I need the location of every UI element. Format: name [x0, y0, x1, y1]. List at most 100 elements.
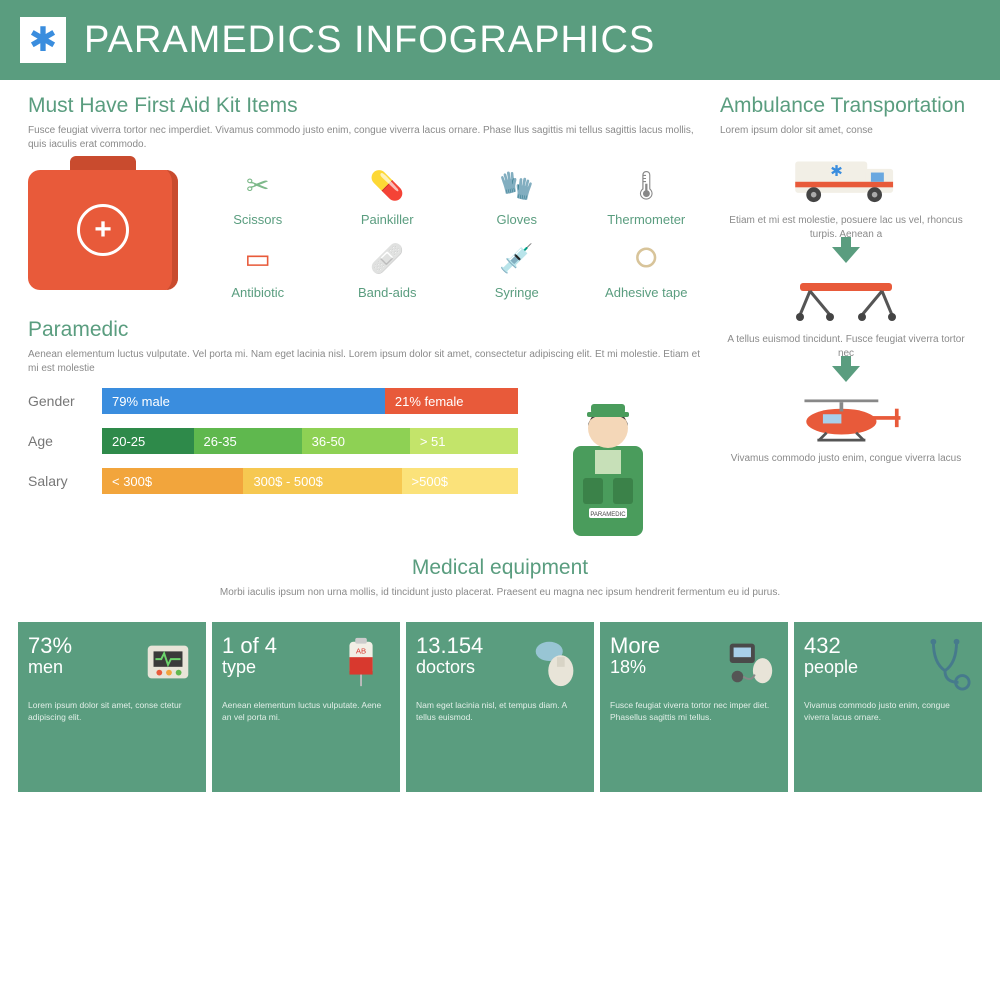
bar-row: Gender 79% male21% female	[28, 388, 518, 414]
antibiotic-icon: ▭	[237, 237, 279, 279]
item-label: Painkiller	[361, 212, 414, 227]
item-label: Syringe	[495, 285, 539, 300]
cross-icon: +	[77, 204, 129, 256]
firstaid-items-grid: ✂ Scissors 💊 Painkiller 🧤 Gloves 🌡 Therm…	[196, 164, 708, 300]
bp-icon	[722, 634, 778, 690]
ambulance-title: Ambulance Transportation	[720, 94, 972, 118]
item-label: Gloves	[497, 212, 537, 227]
equipment-card: 1 of 4 type AB Aenean elementum luctus v…	[212, 622, 400, 792]
ambulance-step-caption: Vivamus commodo justo enim, congue viver…	[725, 452, 967, 466]
ambulance-step: ✱ Etiam et mi est molestie, posuere lac …	[720, 150, 972, 241]
equipment-stat-sub: 18%	[610, 657, 660, 678]
blood-icon: AB	[334, 634, 390, 690]
equipment-stat-sub: doctors	[416, 657, 483, 678]
equipment-card-lorem: Fusce feugiat viverra tortor nec imper d…	[610, 700, 778, 724]
defib-icon	[140, 634, 196, 690]
ambulance-step: A tellus euismod tincidunt. Fusce feugia…	[720, 269, 972, 360]
scissors-icon: ✂	[237, 164, 279, 206]
equipment-card: More 18% Fusce feugiat viverra tortor ne…	[600, 622, 788, 792]
bar-label: Age	[28, 433, 86, 449]
equipment-card: 73% men Lorem ipsum dolor sit amet, cons…	[18, 622, 206, 792]
firstaid-item: 🩹 Band-aids	[326, 237, 450, 300]
ambulance-lorem: Lorem ipsum dolor sit amet, conse	[720, 124, 972, 138]
bar-segment: 79% male	[102, 388, 385, 414]
firstaid-item: ▭ Antibiotic	[196, 237, 320, 300]
equipment-card-lorem: Nam eget lacinia nisl, et tempus diam. A…	[416, 700, 584, 724]
arrow-down-icon	[832, 247, 860, 263]
ambulance-step: Vivamus commodo justo enim, congue viver…	[720, 388, 972, 466]
equipment-stat-sub: type	[222, 657, 277, 678]
svg-text:✱: ✱	[830, 164, 842, 180]
bar-label: Salary	[28, 473, 86, 489]
bar-track: < 300$300$ - 500$>500$	[102, 468, 518, 494]
painkiller-icon: 💊	[366, 164, 408, 206]
equipment-cards-row: 73% men Lorem ipsum dolor sit amet, cons…	[0, 612, 1000, 792]
firstaid-item: ⭘ Adhesive tape	[585, 237, 709, 300]
firstaid-title: Must Have First Aid Kit Items	[28, 94, 708, 118]
bar-label: Gender	[28, 393, 86, 409]
equipment-title: Medical equipment	[28, 556, 972, 580]
stetho-icon	[916, 634, 972, 690]
stretcher-icon	[786, 269, 906, 327]
bar-segment: 20-25	[102, 428, 194, 454]
bar-segment: 21% female	[385, 388, 518, 414]
bar-segment: >500$	[402, 468, 518, 494]
adhesive tape-icon: ⭘	[625, 237, 667, 279]
equipment-stat: 13.154	[416, 634, 483, 657]
equipment-card: 13.154 doctors Nam eget lacinia nisl, et…	[406, 622, 594, 792]
item-label: Scissors	[233, 212, 282, 227]
mask-icon	[528, 634, 584, 690]
equipment-card: 432 people Vivamus commodo justo enim, c…	[794, 622, 982, 792]
firstaid-kit-icon: +	[28, 170, 178, 290]
equipment-stat: More	[610, 634, 660, 657]
item-label: Adhesive tape	[605, 285, 687, 300]
gloves-icon: 🧤	[496, 164, 538, 206]
paramedic-section: Paramedic Aenean elementum luctus vulput…	[28, 318, 708, 548]
star-of-life-icon: ✱	[20, 17, 66, 63]
firstaid-lorem: Fusce feugiat viverra tortor nec imperdi…	[28, 124, 708, 152]
ambulance-section: Ambulance Transportation Lorem ipsum dol…	[720, 94, 972, 466]
bar-row: Age 20-2526-3536-50> 51	[28, 428, 518, 454]
equipment-stat: 1 of 4	[222, 634, 277, 657]
bar-segment: 26-35	[194, 428, 302, 454]
firstaid-item: ✂ Scissors	[196, 164, 320, 227]
equipment-stat-sub: people	[804, 657, 858, 678]
header: ✱ PARAMEDICS INFOGRAPHICS	[0, 0, 1000, 80]
paramedic-avatar-icon: PARAMEDIC	[538, 388, 678, 548]
svg-text:AB: AB	[356, 646, 366, 655]
firstaid-item: 💉 Syringe	[455, 237, 579, 300]
item-label: Band-aids	[358, 285, 417, 300]
bar-segment: 300$ - 500$	[243, 468, 401, 494]
thermometer-icon: 🌡	[625, 164, 667, 206]
equipment-card-lorem: Vivamus commodo justo enim, congue viver…	[804, 700, 972, 724]
bar-segment: < 300$	[102, 468, 243, 494]
firstaid-section: Must Have First Aid Kit Items Fusce feug…	[28, 94, 708, 300]
equipment-stat: 432	[804, 634, 858, 657]
syringe-icon: 💉	[496, 237, 538, 279]
helicopter-icon	[786, 388, 906, 446]
equipment-stat-sub: men	[28, 657, 72, 678]
bar-track: 20-2526-3536-50> 51	[102, 428, 518, 454]
bar-track: 79% male21% female	[102, 388, 518, 414]
equipment-card-lorem: Lorem ipsum dolor sit amet, conse ctetur…	[28, 700, 196, 724]
item-label: Thermometer	[607, 212, 685, 227]
equipment-stat: 73%	[28, 634, 72, 657]
firstaid-item: 💊 Painkiller	[326, 164, 450, 227]
equipment-card-lorem: Aenean elementum luctus vulputate. Aene …	[222, 700, 390, 724]
paramedic-title: Paramedic	[28, 318, 708, 342]
paramedic-lorem: Aenean elementum luctus vulputate. Vel p…	[28, 348, 708, 376]
page-title: PARAMEDICS INFOGRAPHICS	[84, 19, 655, 62]
firstaid-item: 🌡 Thermometer	[585, 164, 709, 227]
equipment-lorem: Morbi iaculis ipsum non urna mollis, id …	[28, 586, 972, 600]
bar-segment: 36-50	[302, 428, 410, 454]
bar-row: Salary < 300$300$ - 500$>500$	[28, 468, 518, 494]
equipment-section: Medical equipment Morbi iaculis ipsum no…	[0, 548, 1000, 600]
paramedic-bars: Gender 79% male21% female Age 20-2526-3536-…	[28, 388, 518, 508]
arrow-down-icon	[832, 366, 860, 382]
svg-text:PARAMEDIC: PARAMEDIC	[590, 512, 626, 518]
firstaid-item: 🧤 Gloves	[455, 164, 579, 227]
bar-segment: > 51	[410, 428, 518, 454]
ambulance-icon: ✱	[786, 150, 906, 208]
item-label: Antibiotic	[231, 285, 284, 300]
band-aids-icon: 🩹	[366, 237, 408, 279]
